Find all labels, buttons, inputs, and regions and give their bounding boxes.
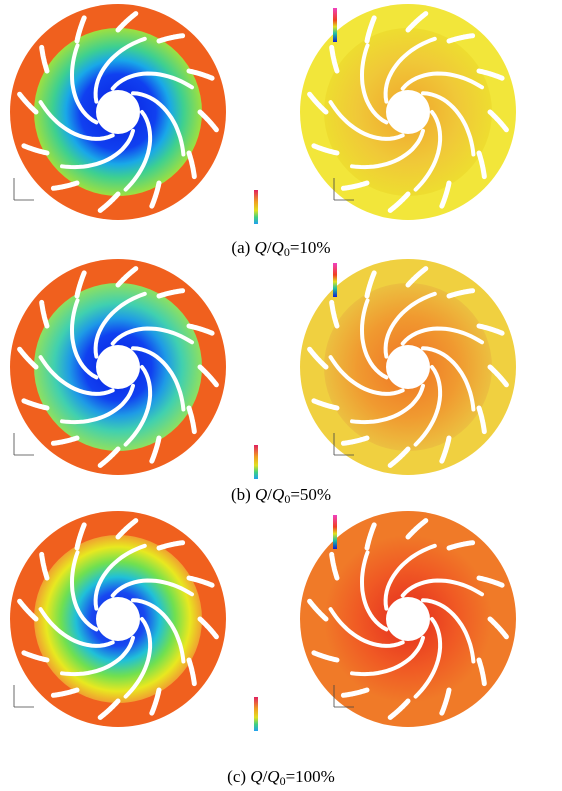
caption-q: Q [272, 485, 284, 504]
axis-triad [14, 685, 34, 707]
caption-label: (b) [231, 485, 251, 504]
axis-triad [14, 178, 34, 200]
panel-right [300, 511, 516, 727]
caption-q: Q [267, 767, 279, 786]
panel-left [10, 4, 226, 220]
caption-q: Q [250, 767, 262, 786]
panel-left [10, 511, 226, 727]
hub [386, 90, 430, 134]
panel-left [10, 259, 226, 475]
colorbar [333, 263, 337, 297]
row-c [0, 507, 562, 742]
figure: (a) Q/Q0=10% (b) Q/Q0=50% (c) Q/Q0=100% [0, 0, 562, 791]
hub [96, 345, 140, 389]
axis-triad [14, 433, 34, 455]
colorbar [254, 445, 258, 479]
caption-c: (c) Q/Q0=100% [0, 766, 562, 791]
hub [96, 90, 140, 134]
hub [386, 345, 430, 389]
colorbar [254, 697, 258, 731]
row-a [0, 0, 562, 235]
caption-rest: =50% [290, 485, 331, 504]
hub [96, 597, 140, 641]
caption-rest: =100% [286, 767, 335, 786]
panel-right [300, 259, 516, 475]
caption-label: (c) [227, 767, 246, 786]
caption-q: Q [255, 485, 267, 504]
colorbar [333, 8, 337, 42]
hub [386, 597, 430, 641]
colorbar [254, 190, 258, 224]
row-b [0, 255, 562, 490]
colorbar [333, 515, 337, 549]
panel-right [300, 4, 516, 220]
